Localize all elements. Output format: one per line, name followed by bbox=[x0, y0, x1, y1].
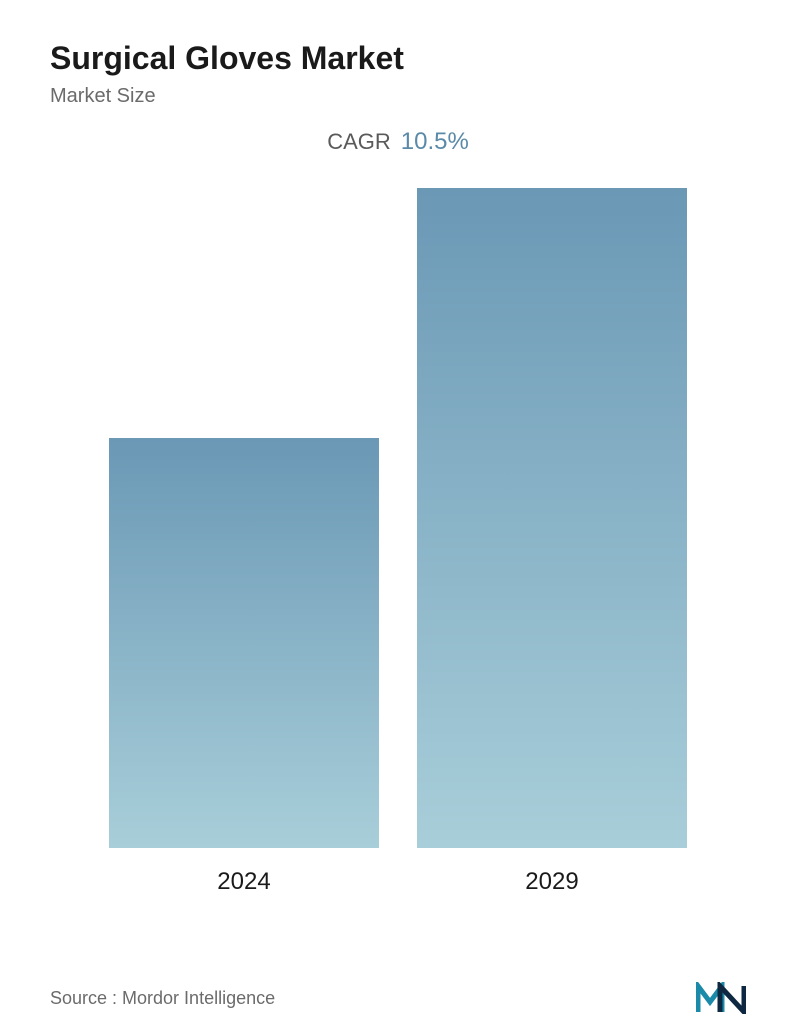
bar-label-2029: 2029 bbox=[525, 868, 578, 896]
chart-subtitle: Market Size bbox=[50, 85, 746, 108]
source-text: Source : Mordor Intelligence bbox=[50, 988, 275, 1009]
bar-2024 bbox=[109, 438, 379, 848]
bar-group-2029: 2029 bbox=[417, 188, 687, 896]
bar-label-2024: 2024 bbox=[217, 868, 270, 896]
bar-2029 bbox=[417, 188, 687, 848]
cagr-value: 10.5% bbox=[401, 128, 469, 156]
mordor-logo-icon bbox=[696, 982, 746, 1014]
cagr-label: CAGR bbox=[327, 129, 391, 155]
bar-chart: 2024 2029 bbox=[50, 206, 746, 896]
cagr-row: CAGR 10.5% bbox=[50, 128, 746, 156]
footer: Source : Mordor Intelligence bbox=[50, 982, 746, 1014]
chart-title: Surgical Gloves Market bbox=[50, 40, 746, 77]
bar-group-2024: 2024 bbox=[109, 438, 379, 896]
